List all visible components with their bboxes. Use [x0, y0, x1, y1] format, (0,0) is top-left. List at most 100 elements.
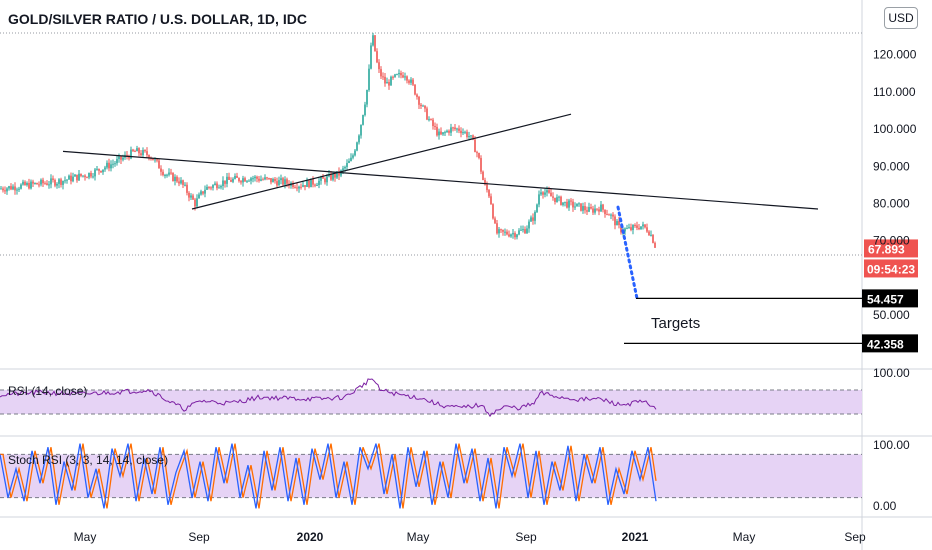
candle-body: [592, 208, 594, 213]
candle-body: [614, 216, 616, 226]
candle-body: [422, 105, 424, 107]
candle-body: [10, 186, 12, 190]
candle-body: [26, 182, 28, 186]
candle-body: [48, 184, 50, 186]
candle-body: [178, 181, 180, 184]
rsi-label: RSI (14, close): [8, 384, 87, 398]
candle-body: [632, 225, 634, 231]
candle-body: [200, 191, 202, 195]
candle-body: [436, 126, 438, 136]
candle-body: [640, 226, 642, 230]
candle-body: [30, 181, 32, 189]
candle-body: [50, 178, 52, 185]
candle-body: [156, 159, 158, 161]
candle-body: [624, 228, 626, 232]
candle-body: [22, 181, 24, 185]
candle-body: [476, 152, 478, 154]
candle-body: [196, 198, 198, 207]
candle-body: [412, 79, 414, 85]
candle-body: [600, 204, 602, 212]
target-price-tag: [862, 289, 918, 308]
candle-body: [404, 76, 406, 78]
candle-body: [432, 119, 434, 127]
rsi-tick-label: 100.00: [873, 366, 910, 380]
candle-body: [256, 176, 258, 179]
candle-body: [276, 181, 278, 186]
currency-button[interactable]: USD: [884, 7, 918, 29]
candle-body: [642, 224, 644, 227]
candle-body: [306, 180, 308, 187]
candle-body: [264, 177, 266, 180]
candle-body: [396, 74, 398, 76]
candle-body: [628, 227, 630, 229]
candle-body: [500, 229, 502, 231]
last-price-label: 67.893: [868, 242, 905, 256]
candle-body: [298, 186, 300, 189]
candle-body: [92, 176, 94, 178]
price-tick-label: 100.000: [873, 122, 917, 136]
candle-body: [578, 203, 580, 205]
candle-body: [612, 214, 614, 217]
candle-body: [258, 178, 260, 181]
candle-body: [610, 214, 612, 216]
candle-body: [194, 199, 196, 207]
target-price-label: 54.457: [867, 292, 904, 306]
candle-body: [644, 224, 646, 228]
time-tick-label: May: [733, 530, 756, 544]
candle-body: [336, 171, 338, 178]
candle-body: [234, 175, 236, 179]
candle-body: [428, 119, 430, 121]
candle-body: [464, 131, 466, 133]
candle-body: [430, 119, 432, 121]
candle-body: [388, 82, 390, 86]
stoch-tick-label: 100.00: [873, 438, 910, 452]
candle-body: [630, 227, 632, 231]
candle-body: [182, 180, 184, 185]
candle-body: [254, 176, 256, 179]
candle-body: [282, 178, 284, 185]
candle-body: [390, 76, 392, 86]
candle-body: [508, 234, 510, 237]
candle-body: [16, 189, 18, 191]
candle-body: [568, 200, 570, 208]
candle-body: [560, 196, 562, 205]
candle-body: [370, 45, 372, 69]
candle-body: [54, 179, 56, 186]
candle-body: [362, 115, 364, 125]
candle-body: [536, 204, 538, 212]
candle-body: [106, 162, 108, 168]
candle-body: [88, 172, 90, 178]
candle-body: [208, 186, 210, 188]
candle-body: [462, 132, 464, 134]
candle-body: [154, 159, 156, 161]
trendline: [62, 150, 819, 210]
candle-body: [458, 128, 460, 131]
candle-body: [480, 157, 482, 172]
candle-body: [558, 196, 560, 198]
candle-body: [638, 227, 640, 230]
candle-body: [136, 148, 138, 152]
candle-body: [454, 127, 456, 130]
candle-body: [100, 170, 102, 173]
candle-body: [608, 214, 610, 216]
candle-body: [284, 179, 286, 185]
candle-body: [190, 195, 192, 198]
stoch-d-line: [0, 443, 657, 509]
candle-body: [252, 178, 254, 180]
candle-body: [652, 234, 654, 243]
candle-body: [646, 227, 648, 232]
candle-body: [468, 136, 470, 138]
candle-body: [96, 168, 98, 170]
candle-body: [472, 135, 474, 140]
candle-body: [386, 82, 388, 84]
candle-body: [174, 176, 176, 182]
candle-body: [176, 176, 178, 182]
candle-body: [486, 184, 488, 191]
candle-body: [544, 192, 546, 195]
candle-body: [204, 189, 206, 194]
candle-body: [216, 183, 218, 189]
candle-body: [180, 180, 182, 184]
candle-body: [506, 231, 508, 235]
candle-body: [110, 164, 112, 169]
